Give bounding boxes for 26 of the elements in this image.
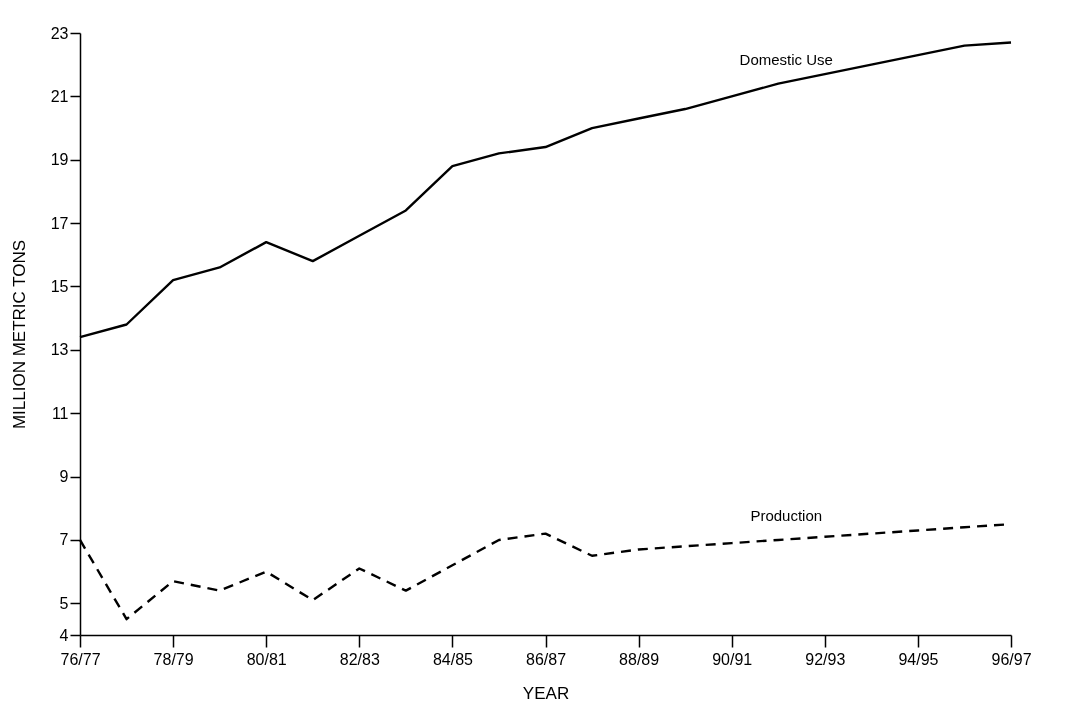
y-tick-label: 9 — [59, 468, 69, 486]
y-tick-label: 5 — [59, 594, 69, 612]
y-tick-label: 11 — [51, 404, 69, 422]
y-axis-title: MILLION METRIC TONS — [9, 239, 29, 430]
x-axis-title: YEAR — [522, 683, 570, 703]
y-tick-label: 23 — [50, 24, 69, 42]
x-tick-label: 78/79 — [153, 650, 194, 668]
y-tick-label: 4 — [59, 626, 69, 644]
series-label: Production — [750, 506, 823, 524]
x-tick-label: 76/77 — [60, 650, 101, 668]
series-label: Domestic Use — [739, 50, 833, 68]
y-tick-label: 7 — [59, 531, 69, 549]
x-tick-label: 84/85 — [432, 650, 474, 668]
x-tick-label: 94/95 — [898, 650, 939, 668]
x-tick-label: 96/97 — [991, 650, 1032, 668]
x-tick-label: 90/91 — [712, 650, 753, 668]
y-tick-label: 21 — [50, 87, 69, 105]
y-tick-label: 19 — [50, 151, 69, 169]
y-tick-label: 13 — [50, 341, 69, 359]
x-tick-label: 88/89 — [619, 650, 660, 668]
x-tick-label: 92/93 — [805, 650, 846, 668]
x-tick-label: 80/81 — [246, 650, 287, 668]
x-tick-label: 82/83 — [339, 650, 380, 668]
x-tick-label: 86/87 — [525, 650, 567, 668]
y-tick-label: 17 — [50, 214, 69, 232]
y-tick-label: 15 — [50, 277, 69, 295]
